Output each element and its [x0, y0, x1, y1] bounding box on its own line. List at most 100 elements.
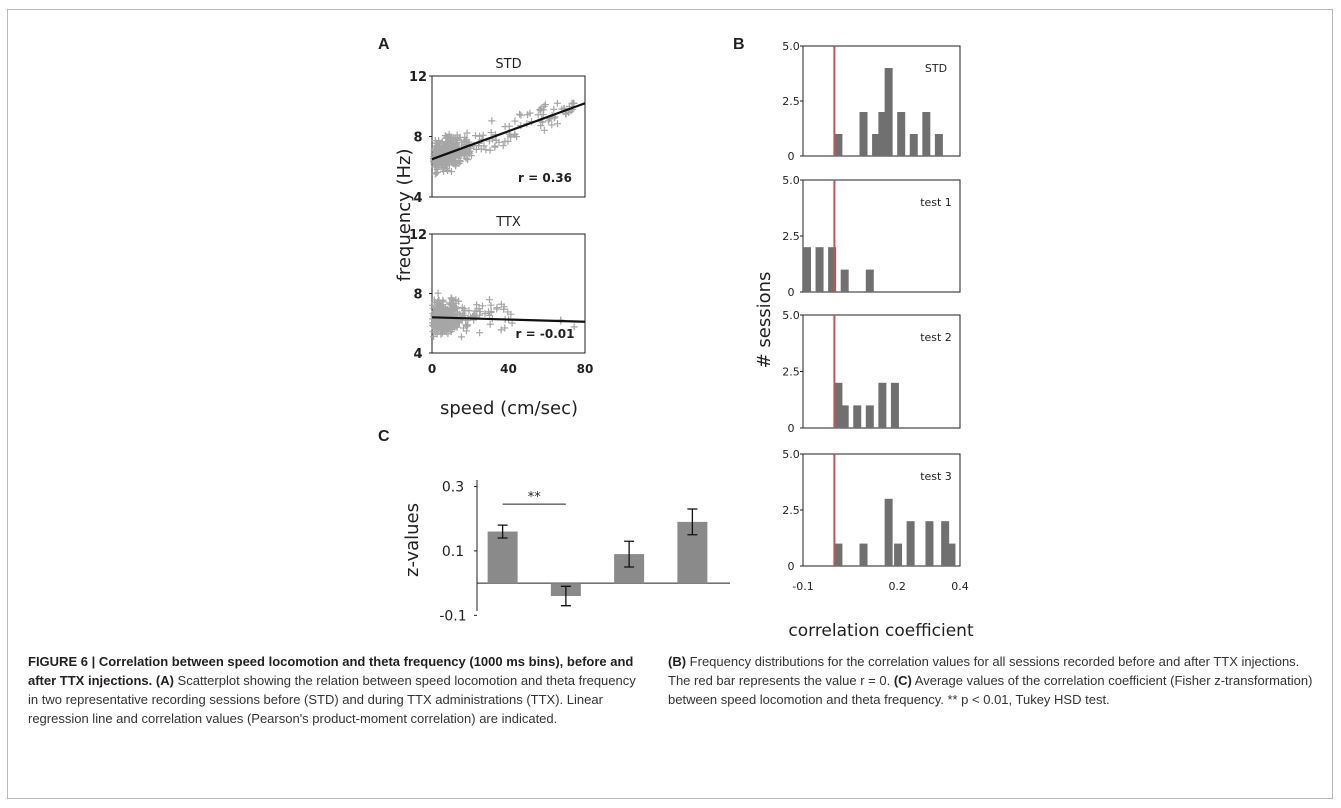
scatter-std-points — [429, 99, 578, 178]
panel-c-label: C — [378, 428, 390, 445]
zbar-ylabel: z-values — [402, 503, 423, 577]
zbar-ytick-label: 0.1 — [442, 544, 464, 560]
scatter-point — [452, 139, 460, 147]
scatter-point — [430, 145, 438, 153]
scatter-point — [447, 168, 455, 176]
zbar-error-bar — [624, 540, 635, 568]
hist-test2-bar — [840, 405, 849, 428]
scatter-point — [455, 150, 463, 158]
scatter-point — [511, 117, 519, 125]
scatter-point — [434, 158, 442, 166]
scatter-point — [465, 150, 473, 158]
scatter-ylabel: frequency (Hz) — [394, 148, 415, 281]
hist-STD-bar — [834, 134, 843, 156]
scatter-point — [473, 301, 481, 309]
scatter-point — [462, 327, 470, 335]
scatter-point — [448, 301, 456, 309]
scatter-point — [472, 132, 480, 140]
scatter-point — [450, 134, 458, 142]
hist-test1-bar — [865, 269, 874, 292]
scatter-point — [441, 132, 449, 140]
scatter-point — [501, 123, 509, 131]
caption-a-label: (A) — [155, 673, 174, 688]
scatter-point — [439, 327, 447, 335]
scatter-point — [442, 158, 450, 166]
hist-xlabel: correlation coefficient — [788, 621, 974, 641]
scatter-point — [487, 307, 495, 315]
scatter-ttx-regression-line — [431, 316, 586, 323]
caption-right: (B) Frequency distributions for the corr… — [668, 652, 1318, 709]
caption-c-text: Average values of the correlation coeffi… — [668, 673, 1313, 707]
caption-b-label: (B) — [668, 654, 687, 669]
scatter-std-ytick-label: 4 — [413, 191, 422, 206]
hist-test2-ytick-label: 2.5 — [782, 366, 800, 379]
scatter-point — [507, 132, 515, 140]
scatter-point — [548, 121, 556, 129]
scatter-point — [462, 154, 470, 162]
scatter-point — [431, 299, 439, 307]
hist-test1-bar — [828, 247, 837, 292]
zbar-error-bar — [560, 585, 571, 607]
scatter-point — [447, 141, 455, 149]
hist-test3-ytick-label: 2.5 — [782, 504, 800, 517]
hist-test1-bar — [840, 269, 849, 292]
scatter-point — [446, 322, 454, 330]
scatter-point — [497, 326, 505, 334]
scatter-point — [553, 99, 561, 107]
scatter-std-ytick-label: 12 — [409, 70, 427, 85]
scatter-point — [482, 146, 490, 154]
hist-test2-ytick-label: 5.0 — [782, 309, 800, 322]
scatter-point — [443, 133, 451, 141]
scatter-point — [459, 309, 467, 317]
scatter-point — [452, 299, 460, 307]
scatter-point — [476, 132, 484, 140]
hist-STD-bar — [859, 112, 868, 156]
caption-a-text: Scatterplot showing the relation between… — [28, 673, 636, 726]
hist-ylabel: # sessions — [754, 272, 775, 369]
panel-b-label: B — [733, 36, 745, 53]
scatter-point — [461, 149, 469, 157]
hist-test2-ytick-label: 0 — [788, 422, 795, 435]
scatter-point — [456, 133, 464, 141]
hist-STD-bar — [909, 134, 918, 156]
scatter-point — [513, 133, 521, 141]
scatter-point — [432, 169, 440, 177]
scatter-point — [464, 156, 472, 164]
caption-b-text: Frequency distributions for the correlat… — [668, 654, 1300, 688]
hist-test1-ytick-label: 0 — [788, 286, 795, 299]
scatter-point — [464, 148, 472, 156]
hist-test1-ytick-label: 5.0 — [782, 174, 800, 187]
scatter-point — [499, 142, 507, 150]
caption-left: FIGURE 6 | Correlation between speed loc… — [28, 652, 638, 728]
scatter-point — [446, 313, 454, 321]
scatter-point — [441, 161, 449, 169]
scatter-point — [433, 330, 441, 338]
hist-test3-label: test 3 — [920, 470, 952, 483]
caption-figure-label: FIGURE 6 | Correlation between speed loc… — [28, 654, 634, 688]
hist-test3-bar — [834, 543, 843, 566]
scatter-point — [463, 136, 471, 144]
scatter-point — [446, 152, 454, 160]
scatter-point — [440, 163, 448, 171]
scatter-point — [429, 319, 437, 327]
scatter-point — [434, 168, 442, 176]
scatter-ttx-ytick-label: 8 — [413, 288, 422, 303]
scatter-std-r-value: r = 0.36 — [518, 171, 572, 185]
scatter-point — [553, 120, 561, 128]
scatter-point — [434, 289, 442, 297]
scatter-point — [508, 319, 516, 327]
scatter-point — [434, 138, 442, 146]
scatter-point — [463, 129, 471, 137]
scatter-point — [517, 111, 525, 119]
caption-c-label: (C) — [893, 673, 912, 688]
scatter-point — [452, 159, 460, 167]
scatter-point — [570, 99, 578, 107]
scatter-ttx-r-value: r = -0.01 — [516, 327, 575, 341]
hist-test3-bar — [925, 521, 934, 566]
hist-test1-ytick-label: 2.5 — [782, 230, 800, 243]
zbar-ytick-label: 0.3 — [442, 479, 464, 495]
scatter-point — [471, 307, 479, 315]
scatter-point — [443, 308, 451, 316]
hist-test2-bar — [834, 382, 843, 428]
zbar-ytick-label: -0.1 — [439, 608, 466, 624]
